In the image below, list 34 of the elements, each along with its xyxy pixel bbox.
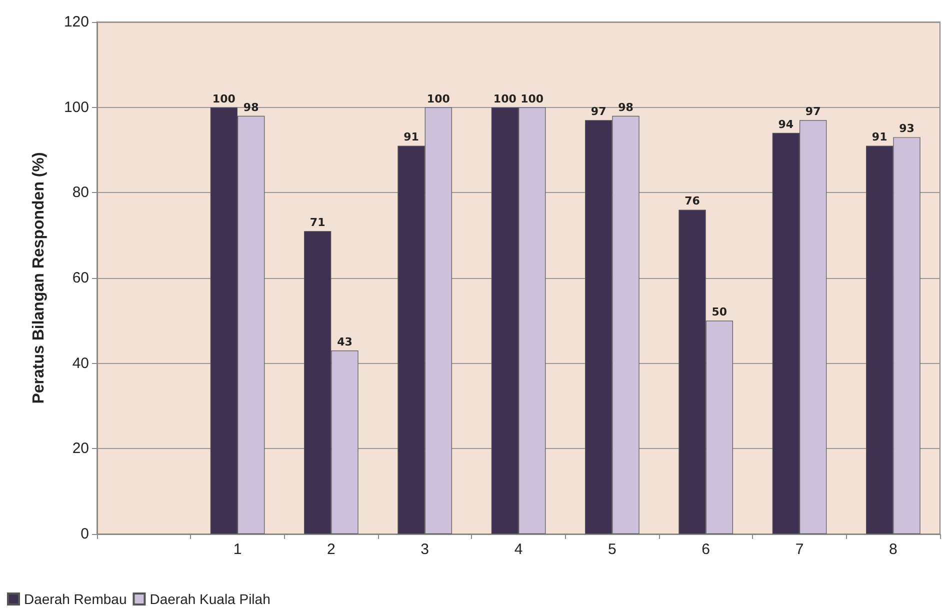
data-label: 91 — [404, 130, 419, 144]
data-label: 100 — [212, 92, 236, 106]
data-label: 97 — [590, 105, 606, 118]
y-axis-title: Peratus Bilangan Responden (%) — [30, 152, 48, 404]
data-label: 98 — [243, 100, 259, 114]
data-label: 71 — [310, 216, 326, 230]
data-label: 97 — [805, 105, 821, 118]
x-tick-label: 1 — [233, 541, 242, 558]
legend-label: Daerah Kuala Pilah — [150, 591, 270, 607]
x-tick-label: 7 — [795, 541, 804, 558]
y-tick-label: 20 — [72, 440, 89, 458]
data-label: 100 — [426, 92, 450, 106]
legend-label: Daerah Rembau — [24, 591, 127, 607]
x-tick-label: 3 — [420, 541, 430, 558]
y-tick-label: 80 — [72, 184, 89, 202]
y-tick-label: 100 — [64, 98, 89, 116]
y-tick-label: 40 — [72, 354, 89, 372]
data-label: 76 — [684, 194, 700, 208]
y-tick-label: 0 — [80, 526, 89, 542]
y-tick-label: 120 — [64, 14, 89, 30]
x-tick-label: 6 — [702, 541, 710, 558]
data-label: 43 — [337, 336, 352, 349]
data-label: 98 — [618, 100, 634, 114]
data-label: 100 — [520, 92, 544, 106]
x-tick-label: 5 — [608, 541, 616, 558]
data-label: 50 — [712, 306, 728, 319]
data-label: 91 — [872, 130, 888, 144]
x-tick-label: 4 — [514, 541, 523, 558]
x-tick-label: 8 — [888, 541, 898, 558]
y-tick-label: 60 — [72, 270, 89, 286]
x-tick-label: 2 — [326, 541, 336, 558]
data-label: 100 — [493, 92, 517, 106]
data-label: 94 — [778, 118, 794, 131]
data-label: 93 — [899, 122, 914, 136]
